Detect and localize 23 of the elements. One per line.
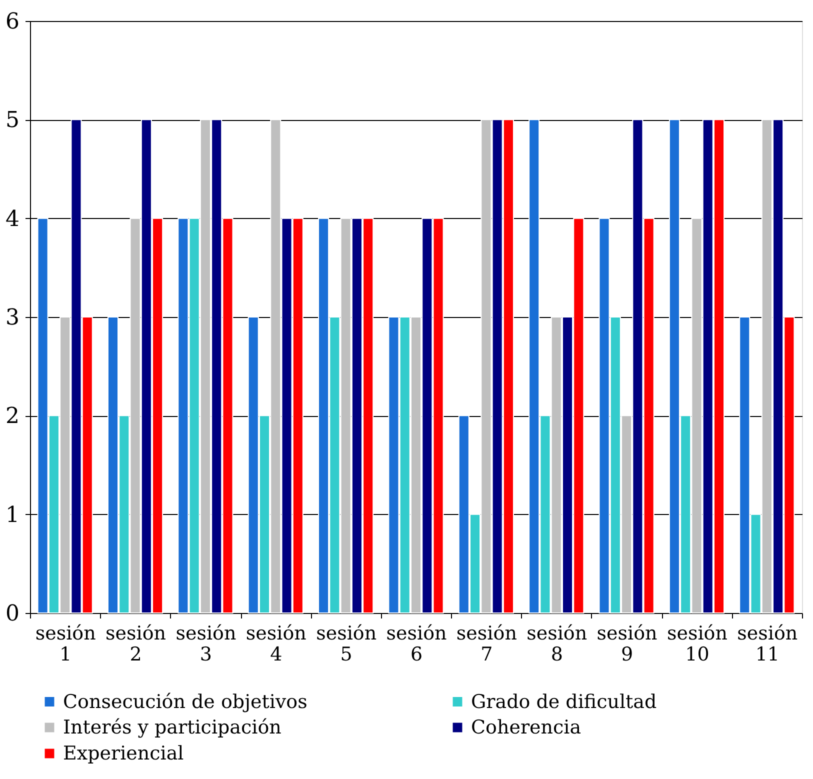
- legend-label: Interés y participación: [63, 716, 282, 738]
- y-tick-label: 2: [6, 404, 20, 430]
- y-tick-label: 5: [6, 108, 20, 134]
- x-tick-label: sesión 4: [246, 622, 306, 666]
- y-tick-label: 0: [6, 602, 20, 626]
- legend-label: Experiencial: [63, 742, 184, 764]
- x-tick-label: sesión 7: [456, 622, 517, 666]
- x-tick-label: sesión 8: [526, 622, 588, 666]
- x-tick-label: sesión 3: [176, 622, 236, 666]
- legend-label: Grado de dificultad: [471, 690, 657, 713]
- legend-label: Coherencia: [471, 716, 582, 738]
- y-tick-label: 3: [6, 306, 20, 330]
- x-tick-label: sesión 10: [666, 622, 728, 666]
- x-tick-label: sesión 1: [35, 622, 96, 666]
- y-tick-label: 6: [6, 10, 20, 34]
- x-tick-label: sesión 6: [386, 622, 447, 666]
- x-tick-label: sesión 2: [106, 622, 166, 666]
- x-tick-label: sesión 11: [737, 622, 798, 666]
- legend-label: Consecución de objetivos: [63, 690, 308, 713]
- y-tick-label: 1: [6, 502, 20, 528]
- x-tick-label: sesión 5: [316, 622, 377, 666]
- y-tick-label: 4: [6, 206, 20, 232]
- x-tick-label: sesión 9: [596, 622, 658, 666]
